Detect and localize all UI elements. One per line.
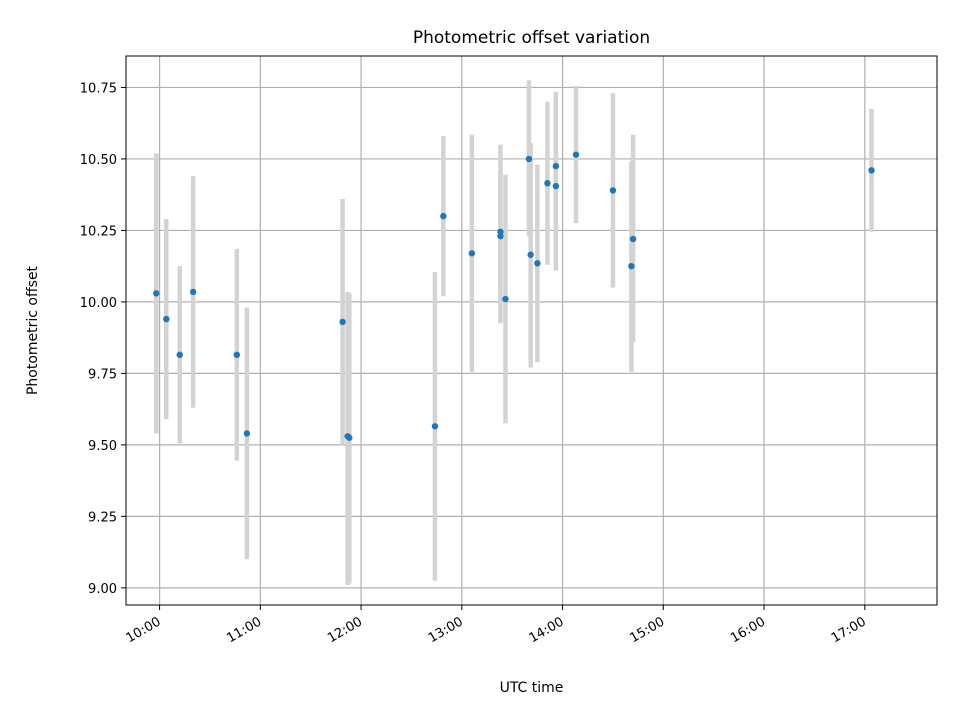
data-point [189,288,197,296]
data-point [339,318,346,326]
data-point [153,290,160,297]
y-tick-label: 9.25 [88,510,117,525]
data-point [346,434,353,441]
y-tick-label: 9.50 [88,439,117,454]
data-point [544,180,551,187]
data-point [629,235,637,243]
y-axis-ticks: 9.00 9.25 9.50 9.75 10.00 10.25 10.50 10.75 [80,81,126,597]
y-tick-label: 10.00 [80,296,117,311]
data-point [527,251,534,258]
data-point [868,167,875,174]
data-point [628,262,635,270]
data-point [468,250,476,257]
x-axis-title: UTC time [500,680,564,696]
y-tick-label: 10.75 [80,81,117,96]
y-tick-label: 9.75 [88,367,117,382]
data-point [552,182,560,190]
y-tick-label: 9.00 [88,582,117,597]
data-points [153,151,875,441]
chart-title: Photometric offset variation [413,28,650,48]
data-point [440,212,447,220]
data-point [502,295,509,303]
data-point [163,315,170,323]
data-point [525,155,533,163]
data-point [572,151,580,158]
y-tick-label: 10.50 [80,153,117,168]
y-tick-label: 10.25 [80,224,117,239]
data-point [609,187,617,194]
data-point [233,351,241,359]
data-point [243,430,251,437]
data-point [176,351,183,359]
data-point [497,228,504,236]
data-point [552,162,560,170]
data-point [534,260,541,267]
plot-frame [125,55,938,606]
data-point [431,423,439,430]
y-axis-title: Photometric offset [25,265,41,395]
